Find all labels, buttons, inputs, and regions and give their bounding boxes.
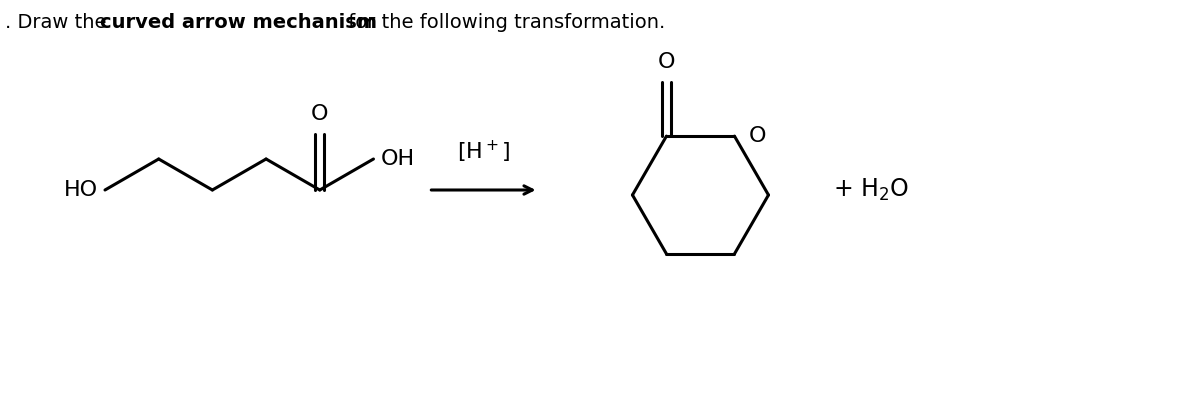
Text: for the following transformation.: for the following transformation.: [342, 13, 665, 32]
Text: curved arrow mechanism: curved arrow mechanism: [100, 13, 377, 32]
Text: O: O: [658, 51, 676, 72]
Text: + H$_2$O: + H$_2$O: [834, 177, 910, 203]
Text: OH: OH: [380, 149, 414, 169]
Text: HO: HO: [64, 180, 98, 200]
Text: O: O: [749, 126, 766, 146]
Text: [H$^+$]: [H$^+$]: [457, 139, 510, 165]
Text: O: O: [311, 104, 329, 124]
Text: . Draw the: . Draw the: [5, 13, 113, 32]
